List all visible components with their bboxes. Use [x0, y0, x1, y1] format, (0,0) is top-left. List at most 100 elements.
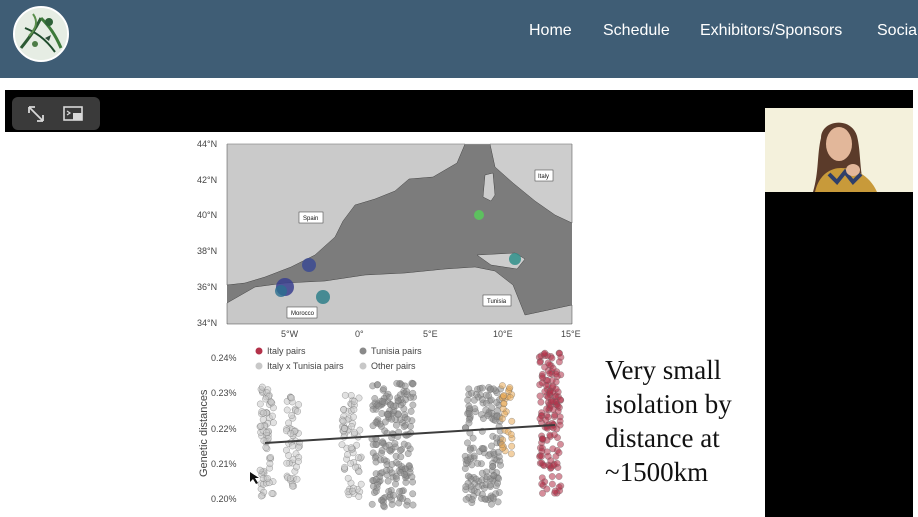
scatter-point — [258, 383, 266, 391]
scatter-point — [464, 456, 471, 464]
scatter-point — [401, 382, 409, 390]
scatter-point — [257, 492, 265, 500]
scatter-point — [262, 444, 270, 451]
scatter-point — [355, 493, 363, 500]
svg-text:5°W: 5°W — [281, 329, 299, 339]
scatter-point — [536, 392, 544, 400]
slide-headline: Very small isolation by distance at ~150… — [605, 355, 732, 487]
scatter-point — [256, 400, 264, 408]
scatter-point — [356, 426, 364, 434]
legend-swatch-italy-x-tunisia — [255, 362, 263, 370]
legend-italy-x-tunisia-pairs: Italy x Tunisia pairs — [267, 361, 344, 371]
scatter-point — [549, 480, 556, 488]
scatter-point — [556, 358, 563, 366]
morocco-map-label: Morocco — [291, 311, 315, 317]
scatter-point — [482, 391, 490, 399]
scatter-point — [295, 443, 302, 451]
scatter-point — [549, 406, 557, 413]
scatter-point — [547, 457, 555, 464]
scatter-point — [538, 452, 546, 460]
presentation-slide: 44°N 42°N 40°N 38°N 36°N 34°N 5°W 0° 5°E… — [195, 135, 755, 517]
scatter-point — [539, 435, 546, 443]
scatter-point — [500, 392, 508, 399]
scatter-point — [508, 417, 516, 425]
scatter-point — [464, 472, 472, 480]
video-player[interactable]: 44°N 42°N 40°N 38°N 36°N 34°N 5°W 0° 5°E… — [5, 90, 913, 517]
scatter-point — [393, 380, 401, 387]
scatter-point — [407, 394, 414, 401]
scatter-point — [465, 410, 473, 417]
scatter-point — [373, 381, 381, 389]
svg-text:15°E: 15°E — [561, 329, 581, 339]
scatter-point — [399, 495, 407, 502]
scatter-point — [288, 394, 295, 402]
scatter-point — [264, 475, 271, 482]
scatter-point — [498, 441, 506, 449]
scatter-points — [256, 349, 565, 511]
scatter-point — [495, 475, 502, 482]
scatter-point — [344, 451, 351, 459]
scatter-point — [489, 493, 497, 501]
scatter-point — [384, 477, 392, 485]
plot-y-axis-label: Genetic distances — [198, 389, 210, 477]
scatter-point — [397, 469, 404, 476]
scatter-point — [497, 461, 504, 469]
scatter-point — [541, 349, 549, 357]
scatter-point — [347, 460, 354, 467]
scatter-point — [551, 431, 558, 439]
scatter-point — [547, 398, 555, 406]
scatter-point — [380, 385, 388, 393]
plot-legend: Italy pairs Tunisia pairs Italy x Tunisi… — [255, 347, 422, 371]
scatter-point — [488, 442, 495, 450]
nav-schedule-link[interactable]: Schedule — [603, 22, 670, 39]
nav-social-link[interactable]: Social — [877, 22, 918, 39]
scatter-point — [462, 496, 470, 503]
scatter-point — [540, 462, 548, 470]
scatter-point — [539, 374, 546, 382]
scatter-point — [468, 389, 475, 397]
scatter-point — [391, 440, 399, 447]
scatter-point — [546, 370, 554, 377]
svg-text:0.23%: 0.23% — [211, 388, 237, 398]
picture-in-picture-icon[interactable] — [62, 103, 84, 125]
scatter-point — [478, 469, 486, 477]
scatter-point — [390, 491, 397, 499]
scatter-point — [468, 486, 476, 494]
scatter-point — [507, 431, 515, 438]
scatter-point — [388, 461, 396, 468]
scatter-point — [407, 408, 415, 415]
scatter-point — [339, 417, 347, 425]
scatter-point — [543, 485, 551, 493]
scatter-point — [375, 402, 383, 410]
site-logo[interactable] — [13, 6, 69, 62]
scatter-point — [485, 452, 492, 460]
scatter-point — [341, 391, 349, 399]
expand-icon[interactable] — [25, 103, 47, 125]
scatter-point — [347, 392, 355, 399]
scatter-point — [295, 458, 302, 465]
scatter-point — [538, 474, 546, 482]
scatter-point — [555, 473, 563, 480]
scatter-point — [340, 406, 347, 414]
scatter-point — [357, 480, 365, 488]
scatter-point — [293, 475, 301, 483]
svg-text:0.20%: 0.20% — [211, 494, 237, 504]
scatter-point — [268, 490, 276, 497]
scatter-point — [390, 402, 398, 410]
scatter-point — [287, 430, 295, 437]
scatter-point — [479, 445, 487, 453]
scatter-point — [396, 488, 403, 495]
scatter-point — [263, 429, 271, 436]
nav-home-link[interactable]: Home — [529, 22, 572, 39]
scatter-point — [538, 480, 546, 488]
player-toolbar — [5, 90, 913, 132]
svg-text:44°N: 44°N — [197, 139, 217, 149]
scatter-point — [508, 450, 515, 458]
legend-tunisia-pairs: Tunisia pairs — [371, 347, 422, 356]
scatter-point — [378, 447, 386, 454]
scatter-point — [481, 495, 489, 503]
scatter-point — [542, 416, 550, 424]
nav-exhibitors-link[interactable]: Exhibitors/Sponsors — [700, 22, 843, 39]
spain-map-label: Spain — [303, 216, 318, 222]
scatter-point — [494, 448, 502, 456]
